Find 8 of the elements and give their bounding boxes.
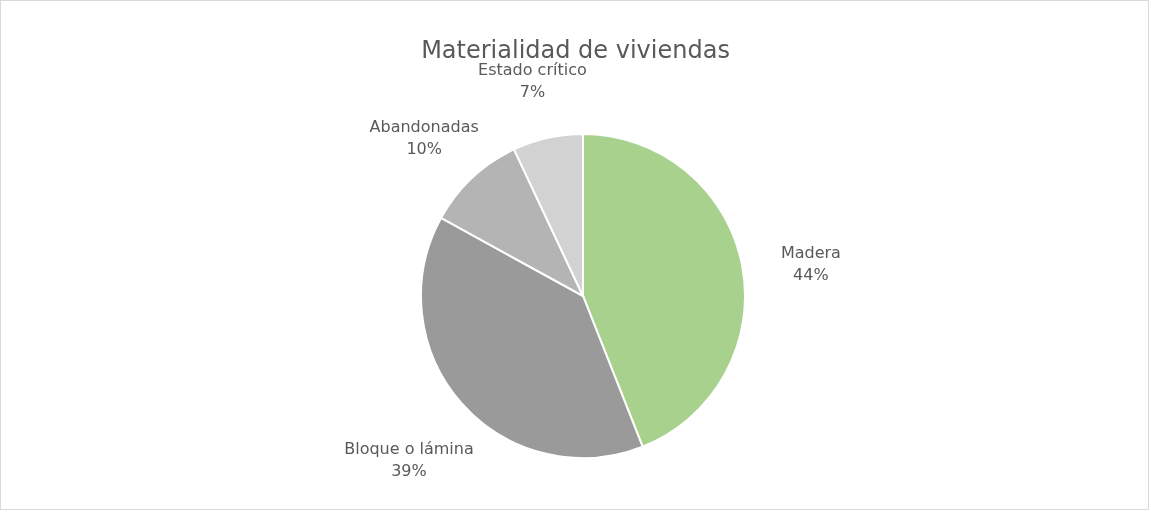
slice-label: Madera [780, 242, 841, 262]
data-label: 39% [391, 461, 427, 481]
slice-label: Estado crítico [478, 59, 587, 79]
data-label: 44% [793, 264, 829, 284]
data-label: 10% [406, 138, 442, 158]
slice-label: Bloque o lámina [344, 439, 474, 459]
slice-label: Abandonadas [369, 116, 479, 136]
data-label: 7% [519, 81, 546, 101]
